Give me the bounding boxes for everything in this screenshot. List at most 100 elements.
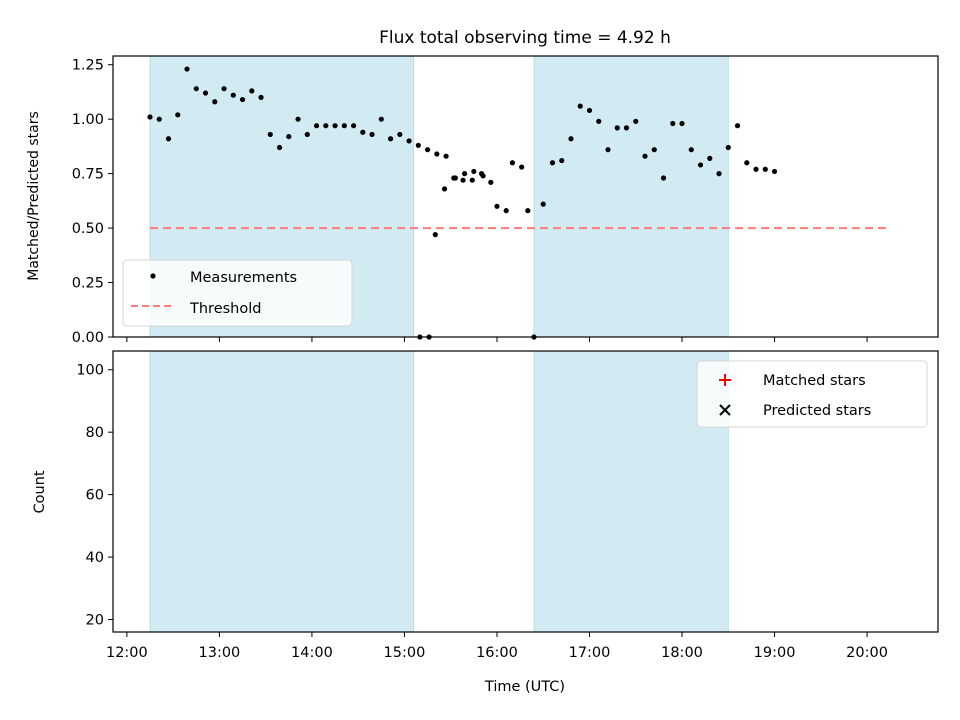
y-tick-label: 20: [86, 613, 104, 629]
measurement-point: [175, 112, 181, 118]
x-tick-label: 16:00: [476, 645, 518, 661]
measurement-point: [623, 125, 630, 131]
measurement-point: [577, 103, 583, 109]
measurement-point: [304, 131, 310, 138]
measurement-point: [559, 157, 565, 164]
measurement-point: [221, 86, 227, 92]
y-tick-label: 80: [86, 425, 104, 441]
x-axis-label: Time (UTC): [484, 679, 565, 695]
measurement-point: [286, 133, 292, 140]
y-tick-label: 0.00: [72, 330, 104, 346]
measurement-point: [753, 166, 759, 172]
measurement-point: [596, 118, 602, 124]
measurement-point: [230, 92, 236, 98]
bottom-y-axis-label: Count: [32, 470, 48, 513]
measurement-point: [165, 136, 172, 142]
legend-predicted-marker: [719, 404, 731, 416]
legend-matched-marker: [719, 374, 731, 386]
x-tick-label: 12:00: [106, 645, 148, 661]
y-tick-label: 0.25: [72, 276, 104, 292]
measurement-point: [614, 125, 620, 131]
measurement-point: [267, 131, 273, 138]
measurement-point: [651, 147, 657, 153]
y-tick-label: 1.25: [72, 58, 104, 74]
measurement-point: [461, 171, 468, 177]
measurement-point: [707, 155, 713, 161]
measurement-point: [519, 164, 525, 170]
measurement-point: [332, 123, 338, 129]
x-tick-label: 13:00: [199, 645, 241, 661]
chart-title: Flux total observing time = 4.92 h: [379, 28, 671, 48]
measurement-point: [734, 123, 741, 129]
y-tick-label: 0.50: [72, 221, 104, 237]
measurement-point: [469, 177, 475, 183]
measurement-point: [503, 208, 509, 214]
measurement-point: [451, 175, 457, 181]
legend-matched-label: Matched stars: [763, 373, 866, 389]
measurement-point: [762, 166, 768, 172]
legend-predicted-label: Predicted stars: [763, 403, 871, 419]
x-tick-label: 20:00: [846, 645, 888, 661]
measurement-point: [369, 131, 375, 138]
y-tick-label: 100: [76, 363, 104, 379]
measurement-point: [586, 107, 593, 114]
measurement-points: [147, 66, 778, 340]
top-legend: Measurements Threshold: [122, 259, 353, 327]
legend-threshold-label: Threshold: [189, 301, 261, 317]
x-tick-label: 18:00: [661, 645, 703, 661]
measurement-point: [697, 162, 704, 168]
measurement-point: [744, 160, 750, 166]
measurement-point: [633, 118, 639, 124]
bottom-plot-panel: 20 40 60 80 100 12:00 13:00 14:00 15:00 16:00 17:…: [32, 350, 939, 695]
measurement-point: [460, 177, 466, 183]
measurement-point: [443, 153, 449, 159]
top-y-axis-label: Matched/Predicted stars: [26, 111, 42, 281]
measurement-point: [258, 94, 264, 100]
measurement-point: [642, 153, 648, 159]
measurement-point: [295, 116, 301, 122]
measurement-point: [147, 114, 153, 120]
measurement-point: [434, 151, 440, 157]
measurement-point: [509, 160, 515, 166]
measurement-point: [488, 179, 494, 185]
measurement-point: [341, 123, 347, 129]
measurement-point: [184, 66, 190, 72]
top-x-ticks: [126, 337, 868, 342]
measurement-point: [525, 208, 531, 214]
bottom-legend: Matched stars Predicted stars: [696, 360, 928, 428]
measurement-point: [771, 168, 778, 175]
measurement-point: [605, 147, 611, 153]
measurement-point: [471, 168, 477, 175]
measurement-point: [239, 96, 246, 103]
measurement-point: [415, 142, 421, 148]
measurement-point: [323, 123, 329, 129]
measurement-point: [688, 147, 694, 153]
measurement-point: [424, 147, 431, 153]
bottom-y-ticks: 20 40 60 80 100: [76, 363, 113, 629]
x-tick-label: 14:00: [291, 645, 333, 661]
x-tick-label: 17:00: [569, 645, 611, 661]
measurement-point: [568, 136, 574, 142]
bottom-axes-frame: [112, 350, 939, 633]
x-tick-label: 19:00: [754, 645, 796, 661]
measurement-point: [387, 136, 394, 142]
y-tick-label: 40: [86, 550, 104, 566]
measurement-point: [397, 131, 403, 138]
measurement-point: [360, 129, 366, 135]
measurement-point: [350, 123, 357, 129]
y-tick-label: 1.00: [72, 112, 104, 128]
top-y-ticks: 0.00 0.25 0.50 0.75 1.00 1.25: [72, 58, 113, 346]
y-tick-label: 0.75: [72, 167, 104, 183]
measurement-point: [432, 232, 438, 238]
measurement-point: [679, 120, 685, 127]
measurement-point: [660, 175, 667, 181]
measurement-point: [193, 86, 199, 92]
measurement-point: [406, 138, 412, 144]
measurement-point: [716, 171, 722, 177]
measurement-point: [212, 99, 218, 105]
legend-measurements-label: Measurements: [190, 270, 297, 286]
measurement-point: [202, 90, 209, 96]
measurement-point: [313, 123, 320, 129]
